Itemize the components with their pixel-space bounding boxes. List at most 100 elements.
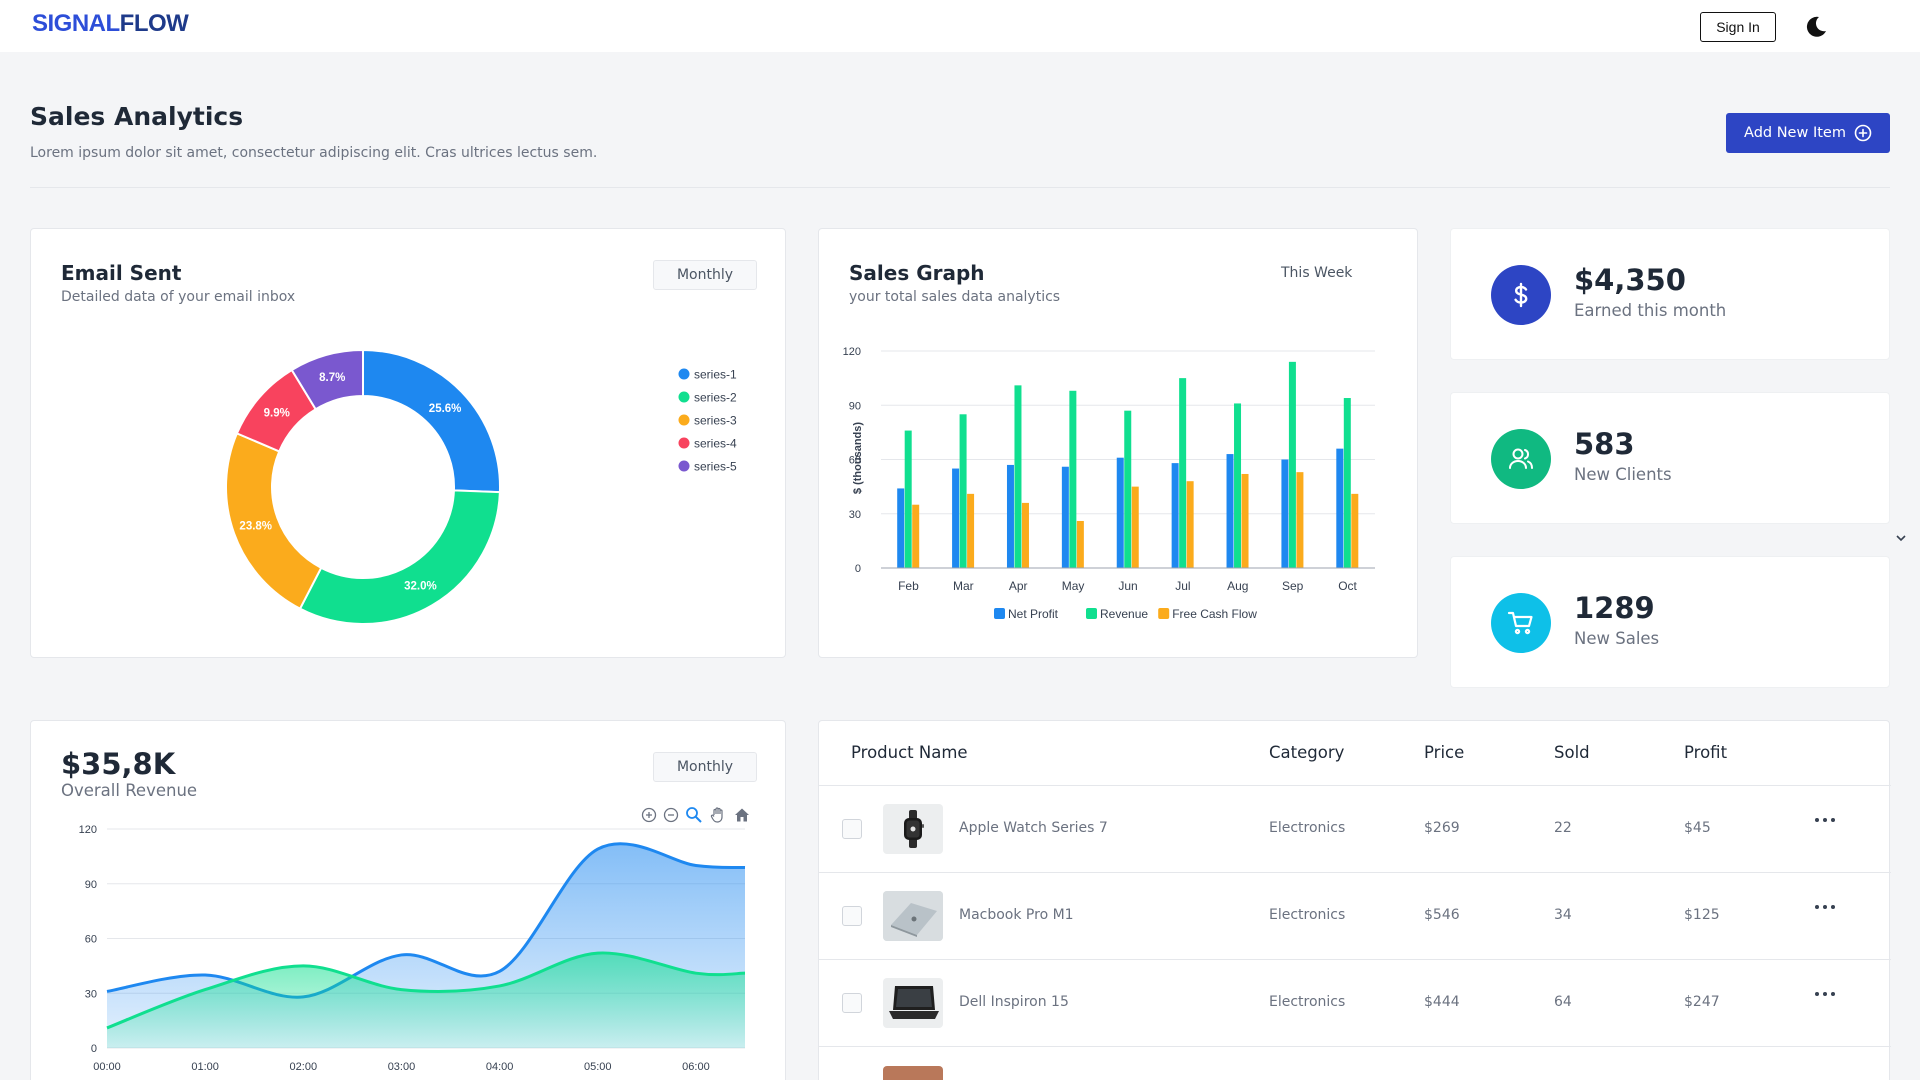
product-name: Dell Inspiron 15 — [959, 994, 1069, 1010]
product-price: $269 — [1424, 820, 1460, 836]
bar — [1296, 472, 1304, 568]
product-table-card: Product Name Category Price Sold Profit … — [818, 720, 1891, 1080]
bar — [1343, 398, 1351, 568]
email-card-title: Email Sent — [61, 261, 182, 285]
product-profit: $247 — [1684, 994, 1720, 1010]
pan-hand-icon[interactable] — [709, 806, 727, 824]
col-header-sold[interactable]: Sold — [1554, 743, 1590, 762]
table-row[interactable]: Dell Inspiron 15 Electronics $444 64 $24… — [819, 960, 1891, 1046]
chevron-down-icon[interactable] — [1894, 530, 1908, 549]
home-icon[interactable] — [733, 806, 751, 824]
slice-data-label: 8.7% — [319, 372, 345, 384]
row-checkbox[interactable] — [842, 993, 862, 1013]
add-new-item-label: Add New Item — [1744, 125, 1846, 141]
col-header-category[interactable]: Category — [1269, 743, 1345, 762]
row-divider — [819, 1046, 1891, 1047]
zoom-out-icon[interactable] — [663, 807, 679, 823]
legend-label: series-4 — [694, 437, 737, 451]
top-navbar — [0, 0, 1920, 52]
logo-text-signal: SIGNAL — [32, 10, 120, 37]
bar — [1124, 410, 1132, 568]
product-thumbnail-dell — [883, 978, 943, 1028]
legend-label: series-5 — [694, 460, 737, 474]
sales-card-title: Sales Graph — [849, 261, 985, 285]
clients-label: New Clients — [1574, 465, 1672, 484]
product-name: Macbook Pro M1 — [959, 907, 1074, 923]
slice-data-label: 32.0% — [404, 580, 437, 592]
revenue-period-select[interactable]: Monthly — [653, 752, 757, 782]
col-header-profit[interactable]: Profit — [1684, 743, 1728, 762]
sales-value: 1289 — [1574, 591, 1655, 625]
revenue-value: $35,8K — [61, 747, 176, 781]
stat-card-earned: $4,350 Earned this month — [1450, 228, 1890, 360]
x-tick-label: Jul — [1175, 579, 1190, 593]
plus-circle-icon — [1854, 124, 1872, 142]
sales-card-subtitle: your total sales data analytics — [849, 289, 1061, 305]
email-period-select[interactable]: Monthly — [653, 260, 757, 290]
product-profit: $45 — [1684, 820, 1711, 836]
product-sold: 64 — [1554, 994, 1572, 1010]
table-row[interactable]: Apple Watch Series 7 Electronics $269 22… — [819, 786, 1891, 872]
legend-marker — [1158, 608, 1170, 619]
slice-data-label: 25.6% — [429, 403, 462, 415]
more-options-icon[interactable] — [1814, 897, 1836, 916]
sales-bar-chart: 0 30 60 90 120 $ (thousands) Feb Mar Apr May Jun Ju… — [843, 346, 1375, 621]
bar — [912, 504, 920, 568]
email-donut-chart: 25.6% 32.0% 23.8% 9.9% 8.7% series-1 series-2 s… — [225, 348, 737, 625]
donut-slice — [362, 348, 501, 494]
bar — [1336, 448, 1344, 568]
legend-label: series-3 — [694, 414, 737, 428]
bar — [1116, 457, 1124, 568]
users-icon — [1491, 429, 1551, 489]
table-row[interactable]: Macbook Pro M1 Electronics $546 34 $125 — [819, 873, 1891, 959]
legend-label: series-1 — [694, 368, 737, 382]
page-title: Sales Analytics — [30, 102, 244, 131]
logo[interactable]: SIGNALFLOW — [32, 10, 189, 38]
sign-in-button[interactable]: Sign In — [1700, 12, 1776, 42]
sales-period-select[interactable]: This Week — [1281, 265, 1353, 281]
more-options-icon[interactable] — [1814, 810, 1836, 829]
add-new-item-button[interactable]: Add New Item — [1726, 113, 1890, 153]
x-tick-label: 04:00 — [486, 1061, 514, 1073]
bar — [1021, 502, 1029, 568]
y-tick-label: 0 — [91, 1043, 97, 1055]
x-tick-label: May — [1062, 579, 1085, 593]
x-tick-label: 06:00 — [682, 1061, 710, 1073]
sales-graph-card: Sales Graph your total sales data analyt… — [818, 228, 1418, 658]
bar — [1076, 520, 1084, 568]
donut-slice — [298, 489, 501, 625]
bar — [1171, 463, 1179, 568]
product-name: Apple Watch Series 7 — [959, 820, 1108, 836]
row-checkbox[interactable] — [842, 819, 862, 839]
legend-marker — [994, 608, 1005, 619]
col-header-product[interactable]: Product Name — [851, 743, 968, 762]
stat-card-sales: 1289 New Sales — [1450, 556, 1890, 688]
revenue-area-chart: 0 30 60 90 120 00:00 01:00 02:00 03:00 04:00 05:00… — [79, 824, 746, 1073]
row-checkbox[interactable] — [842, 906, 862, 926]
more-options-icon[interactable] — [1814, 984, 1836, 1003]
area-series-line — [106, 951, 746, 1030]
x-tick-label: Aug — [1227, 579, 1248, 593]
x-tick-label: 01:00 — [191, 1061, 219, 1073]
product-profit: $125 — [1684, 907, 1720, 923]
x-tick-label: Jun — [1118, 579, 1137, 593]
product-thumbnail-partial — [883, 1066, 943, 1080]
y-axis-label: $ (thousands) — [852, 422, 864, 494]
x-tick-label: 03:00 — [388, 1061, 416, 1073]
area-series-line — [106, 842, 746, 999]
x-tick-label: 02:00 — [290, 1061, 318, 1073]
magnifier-icon[interactable] — [685, 806, 703, 824]
bar — [1351, 493, 1359, 568]
y-tick-label: 60 — [849, 455, 861, 467]
bar — [1186, 481, 1194, 568]
moon-icon[interactable] — [1803, 14, 1829, 40]
col-header-price[interactable]: Price — [1424, 743, 1465, 762]
legend-marker — [1086, 608, 1097, 619]
bar — [967, 493, 975, 568]
legend-marker — [678, 437, 690, 449]
stat-card-clients: 583 New Clients — [1450, 392, 1890, 524]
zoom-in-icon[interactable] — [641, 807, 657, 823]
legend-label: series-2 — [694, 391, 737, 405]
product-sold: 34 — [1554, 907, 1572, 923]
x-tick-label: Apr — [1009, 579, 1028, 593]
